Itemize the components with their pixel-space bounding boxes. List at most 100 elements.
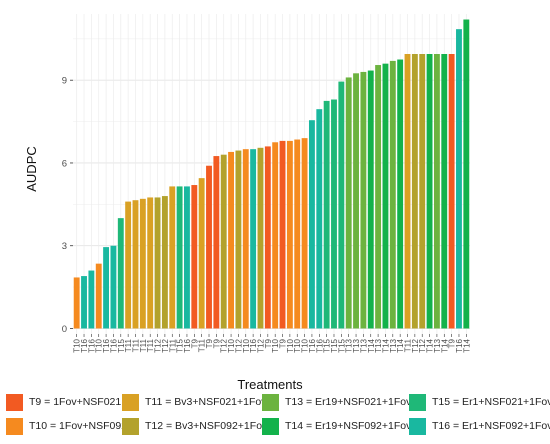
x-tick-label: T9	[205, 338, 214, 348]
x-tick-label: T11	[124, 338, 133, 352]
x-tick-label: T12	[418, 338, 427, 352]
bar	[448, 54, 455, 329]
bar	[316, 109, 323, 329]
x-tick-label: T13	[345, 338, 354, 352]
bar	[323, 100, 330, 329]
bar	[367, 70, 374, 329]
legend-swatch	[6, 417, 23, 435]
x-tick-label: T10	[271, 338, 280, 352]
bar	[103, 247, 110, 329]
bar	[110, 245, 117, 329]
x-tick-label: T15	[117, 338, 126, 352]
bar	[191, 185, 198, 329]
bar	[264, 146, 271, 329]
legend-item: T13 = Er19+NSF021+1Fov	[262, 392, 411, 412]
y-tick-label: 6	[62, 158, 67, 169]
x-tick-label: T12	[256, 338, 265, 352]
legend-item: T14 = Er19+NSF092+1Fov	[262, 416, 411, 436]
x-tick-label: T13	[374, 338, 383, 352]
y-tick-label: 3	[62, 241, 67, 252]
plot-panel	[73, 14, 470, 334]
x-tick-label: T16	[315, 338, 324, 352]
legend-label: T11 = Bv3+NSF021+1Fov	[145, 396, 267, 408]
legend-item: T11 = Bv3+NSF021+1Fov	[122, 392, 267, 412]
bar-layer	[73, 19, 470, 329]
bar	[161, 196, 168, 329]
bar	[294, 139, 301, 329]
x-tick-label: T9	[190, 338, 199, 348]
x-tick-label: T14	[381, 338, 390, 352]
legend-item: T9 = 1Fov+NSF021	[6, 392, 121, 412]
x-tick-label: T10	[293, 338, 302, 352]
legend-swatch	[409, 417, 426, 435]
x-tick-label: T9	[212, 338, 221, 348]
x-tick-label: T13	[359, 338, 368, 352]
x-tick-label: T12	[161, 338, 170, 352]
bar	[411, 54, 418, 329]
legend-swatch	[122, 417, 139, 435]
bar	[206, 165, 212, 329]
legend-swatch	[122, 393, 139, 411]
x-tick-label: T16	[87, 338, 96, 352]
bar	[147, 197, 154, 329]
x-tick-label: T12	[220, 338, 229, 352]
bar	[286, 140, 293, 329]
bar	[389, 60, 396, 329]
legend-item: T16 = Er1+NSF092+1Fov	[409, 416, 550, 436]
bar	[242, 149, 249, 329]
x-tick-label: T11	[198, 338, 207, 352]
legend: T9 = 1Fov+NSF021 T10 = 1Fov+NSF092 T11 = B…	[6, 392, 550, 444]
legend-label: T10 = 1Fov+NSF092	[29, 420, 128, 432]
x-tick-label: T13	[433, 338, 442, 352]
x-axis-label: Treatments	[237, 377, 303, 392]
bar	[375, 65, 382, 329]
bar	[250, 149, 257, 329]
x-tick-label: T14	[462, 338, 471, 352]
bar	[220, 154, 227, 329]
legend-swatch	[409, 393, 426, 411]
x-tick-label: T15	[330, 338, 339, 352]
bar	[463, 19, 470, 329]
bar	[338, 81, 345, 329]
bar	[228, 151, 235, 329]
bar	[184, 186, 190, 329]
bar	[404, 54, 411, 329]
x-tick-label: T11	[131, 338, 140, 352]
x-tick-label: T14	[426, 338, 435, 352]
bar	[441, 54, 448, 329]
x-tick-label: T9	[279, 338, 288, 348]
bar	[331, 99, 337, 329]
x-tick-label: T10	[242, 338, 251, 352]
x-tick-label: T14	[367, 338, 376, 352]
bar	[257, 147, 264, 329]
bar	[125, 201, 132, 329]
bar	[456, 29, 462, 329]
x-tick-label: T14	[396, 338, 405, 352]
legend-label: T15 = Er1+NSF021+1Fov	[432, 396, 550, 408]
bar	[345, 77, 352, 329]
legend-item: T15 = Er1+NSF021+1Fov	[409, 392, 550, 412]
legend-label: T14 = Er19+NSF092+1Fov	[285, 420, 412, 432]
x-tick-label: T10	[73, 338, 82, 352]
bar	[81, 276, 87, 329]
bar	[353, 73, 359, 329]
x-tick-label: T12	[411, 338, 420, 352]
bar	[235, 150, 242, 329]
x-tick-layer: T10T16T16T10T16T16T15T11T11T11T11T12T12T…	[73, 334, 471, 353]
bar	[360, 71, 367, 329]
x-tick-label: T12	[234, 338, 243, 352]
bar	[95, 263, 102, 329]
bar	[419, 54, 426, 329]
x-tick-label: T16	[109, 338, 118, 352]
legend-label: T16 = Er1+NSF092+1Fov	[432, 420, 550, 432]
legend-item: T10 = 1Fov+NSF092	[6, 416, 127, 436]
bar	[132, 200, 139, 329]
bar	[426, 54, 433, 329]
bar	[198, 178, 205, 329]
y-tick-label: 9	[62, 76, 67, 87]
x-tick-label: T16	[102, 338, 111, 352]
y-axis-label: AUDPC	[24, 146, 39, 192]
legend-swatch	[6, 393, 23, 411]
x-tick-label: T15	[337, 338, 346, 352]
y-tick-layer: 0 3 6 9	[62, 76, 73, 335]
